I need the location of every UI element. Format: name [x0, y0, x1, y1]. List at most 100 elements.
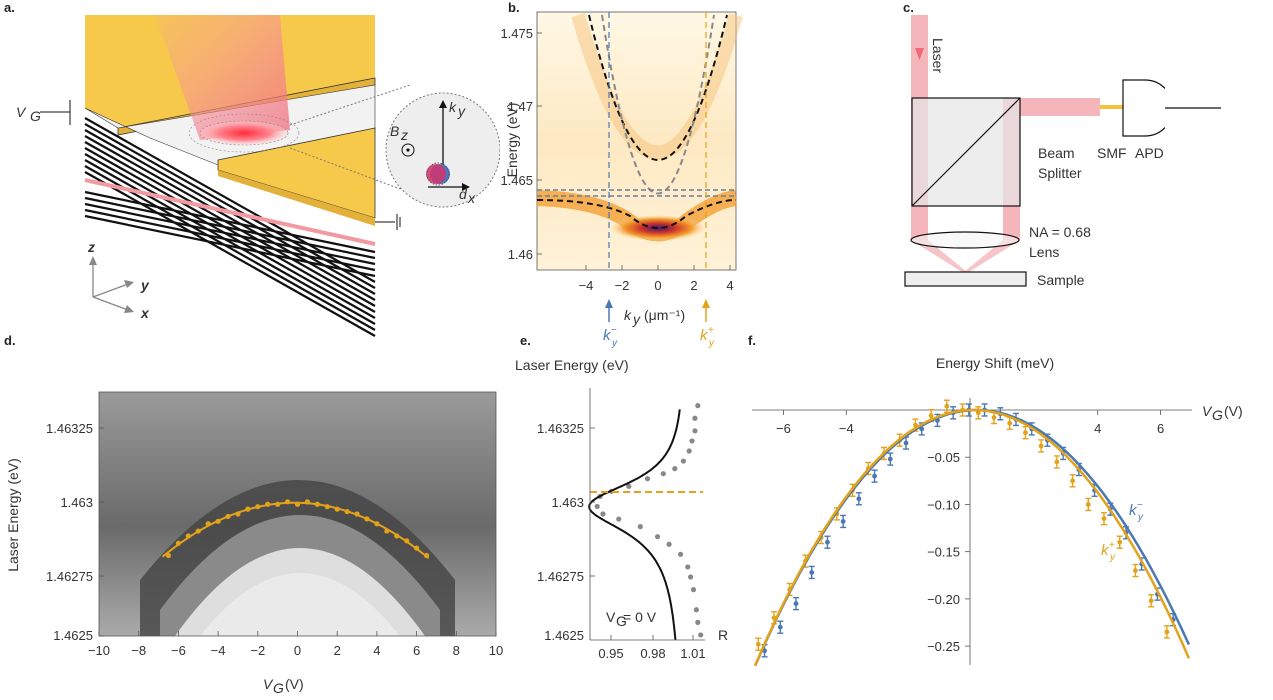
f-data-point: [777, 624, 783, 630]
e-annotation-sub: G: [616, 613, 627, 629]
panel-letter-e: e.: [520, 333, 531, 348]
b-kminus-sub: y: [611, 338, 618, 349]
e-data-point: [690, 587, 697, 593]
b-kplus-label: k: [700, 327, 709, 344]
d-ylabel: Laser Energy (eV): [5, 458, 21, 572]
e-data-point: [693, 607, 699, 613]
f-xtick: −6: [776, 421, 791, 436]
e-data-point: [677, 551, 684, 557]
lens-label: Lens: [1029, 244, 1059, 260]
f-data-point: [928, 413, 934, 419]
d-xtick: −2: [250, 643, 265, 658]
d-xlabel: V: [263, 676, 274, 692]
e-xlabel: R: [718, 627, 728, 643]
d-xlabel-unit: (V): [285, 676, 304, 692]
e-data-point: [616, 516, 622, 522]
d-xtick: 8: [453, 643, 460, 658]
f-legend-kminus: k: [1129, 502, 1138, 519]
e-annotation: V: [606, 609, 616, 625]
e-ytick: 1.46325: [537, 421, 584, 436]
f-legend-kminus-sub: y: [1137, 512, 1144, 523]
e-data-point: [688, 574, 694, 580]
panel-c-optical-setup: Laser Beam Splitter SMF APD NA = 0.68 Le…: [904, 15, 1165, 288]
e-data-point: [689, 438, 695, 444]
panel-letter-f: f.: [748, 333, 756, 348]
f-xtick: 6: [1157, 421, 1164, 436]
b-xtick: 2: [690, 278, 697, 293]
f-data-point: [991, 415, 997, 420]
f-data-point: [1023, 430, 1028, 436]
e-data-point: [680, 458, 687, 464]
f-ytick: −0.20: [927, 592, 960, 607]
e-xtick: 1.01: [680, 646, 705, 661]
b-ylabel: Energy (eV): [504, 103, 520, 178]
dx-sub-label: x: [467, 190, 476, 206]
dx-label: d: [459, 186, 468, 202]
e-data-point: [600, 511, 606, 517]
e-data-point: [692, 428, 698, 434]
e-data-point: [672, 466, 678, 472]
panel-a-device-schematic: V G B z k y d x z y x: [16, 15, 500, 337]
beam-splitter-label-1: Beam: [1038, 145, 1075, 161]
beam-splitter-label-2: Splitter: [1038, 165, 1082, 181]
f-ytick: −0.25: [927, 639, 960, 654]
ky-sub-label: y: [457, 103, 466, 119]
lens: [910, 231, 1020, 249]
f-data-point: [856, 496, 862, 502]
b-ytick: 1.46: [508, 247, 533, 262]
f-xlabel-unit: (V): [1224, 403, 1243, 419]
f-data-point: [1085, 502, 1091, 507]
panel-f-energy-shift: Energy Shift (meV) −6 −4 4 6 −0.05 −0.10 −0.1…: [752, 355, 1243, 667]
vg-label: V: [16, 104, 27, 120]
f-ytick: −0.15: [927, 545, 960, 560]
e-data-point: [685, 564, 691, 570]
f-data-point: [809, 570, 815, 575]
panel-b-dispersion-map: 1.475 1.47 1.465 1.46 −4 −2 0 2 4 Energy…: [500, 11, 743, 349]
panel-d-gate-map: 1.46325 1.463 1.46275 1.4625 −10 −8 −6 −4 −2…: [5, 391, 503, 696]
f-xlabel: V: [1202, 403, 1213, 419]
panel-letter-d: d.: [4, 333, 16, 348]
b-kplus-sub: y: [708, 338, 715, 349]
e-annotation-rest: = 0 V: [623, 609, 657, 625]
f-fit-kplus: [753, 408, 1191, 667]
f-legend-kplus: k: [1101, 542, 1110, 559]
axis-y-label: y: [140, 277, 150, 293]
f-data-point: [872, 473, 877, 479]
b-ytick: 1.47: [508, 99, 533, 114]
b-kplus-sup: +: [708, 325, 714, 336]
f-data-point: [1148, 598, 1154, 604]
e-data-point: [594, 503, 600, 510]
f-legend-kplus-sub: y: [1109, 552, 1116, 563]
d-xlabel-sub: G: [273, 680, 284, 696]
f-data-point: [975, 410, 981, 416]
e-data-point: [660, 471, 666, 477]
b-ytick: 1.465: [500, 173, 533, 188]
f-xtick: 4: [1094, 421, 1101, 436]
d-xtick: 10: [489, 643, 503, 658]
e-data-point: [692, 415, 698, 421]
e-ytick: 1.463: [551, 495, 584, 510]
apd-label: APD: [1135, 145, 1164, 161]
d-ytick: 1.46275: [46, 569, 93, 584]
f-data-point: [1164, 629, 1170, 635]
e-ytick: 1.46275: [537, 569, 584, 584]
e-scatter-points: [594, 403, 704, 638]
axis-x-label: x: [140, 305, 150, 321]
f-data-point: [1007, 420, 1013, 426]
vg-sub-label: G: [30, 108, 41, 124]
d-xtick: −6: [171, 643, 186, 658]
ky-label: k: [449, 99, 457, 115]
f-data-point: [755, 641, 761, 647]
apd-output-wire: [1165, 107, 1221, 109]
d-xtick: 2: [334, 643, 341, 658]
f-title: Energy Shift (meV): [936, 355, 1054, 371]
axis-z-label: z: [87, 239, 95, 255]
f-series-kplus: [755, 399, 1170, 651]
b-xtick: −2: [615, 278, 630, 293]
panel-e-reflectance: Laser Energy (eV) 1.46325 1.463 1.46275 …: [515, 357, 728, 661]
b-xlabel: k: [624, 307, 632, 323]
d-fit-curve: [161, 501, 430, 559]
d-ytick: 1.46325: [46, 421, 93, 436]
d-xtick: −10: [88, 643, 110, 658]
e-xtick: 0.95: [598, 646, 623, 661]
